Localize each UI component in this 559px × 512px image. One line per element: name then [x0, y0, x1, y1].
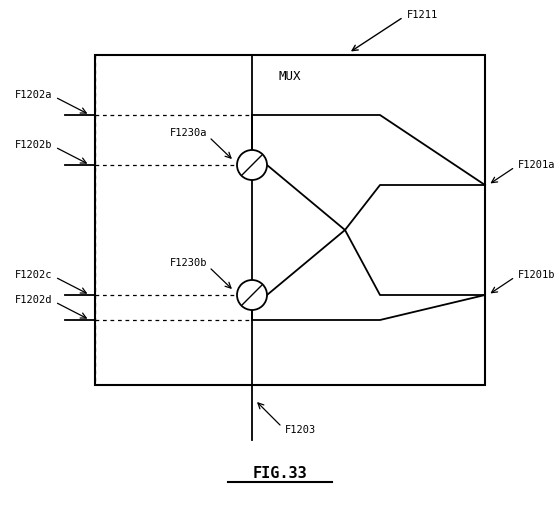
Text: F1211: F1211	[406, 10, 438, 20]
Text: F1201b: F1201b	[518, 270, 556, 280]
Circle shape	[237, 280, 267, 310]
Text: F1230a: F1230a	[169, 128, 207, 138]
Text: F1203: F1203	[285, 425, 316, 435]
Text: F1201a: F1201a	[518, 160, 556, 170]
Text: F1230b: F1230b	[169, 258, 207, 268]
Text: F1202b: F1202b	[15, 140, 52, 150]
Text: F1202c: F1202c	[15, 270, 52, 280]
Circle shape	[237, 150, 267, 180]
Text: F1202a: F1202a	[15, 90, 52, 100]
Text: F1202d: F1202d	[15, 295, 52, 305]
Bar	[95, 55, 485, 385]
Text: MUX: MUX	[279, 71, 301, 83]
Text: FIG.33: FIG.33	[252, 466, 307, 481]
